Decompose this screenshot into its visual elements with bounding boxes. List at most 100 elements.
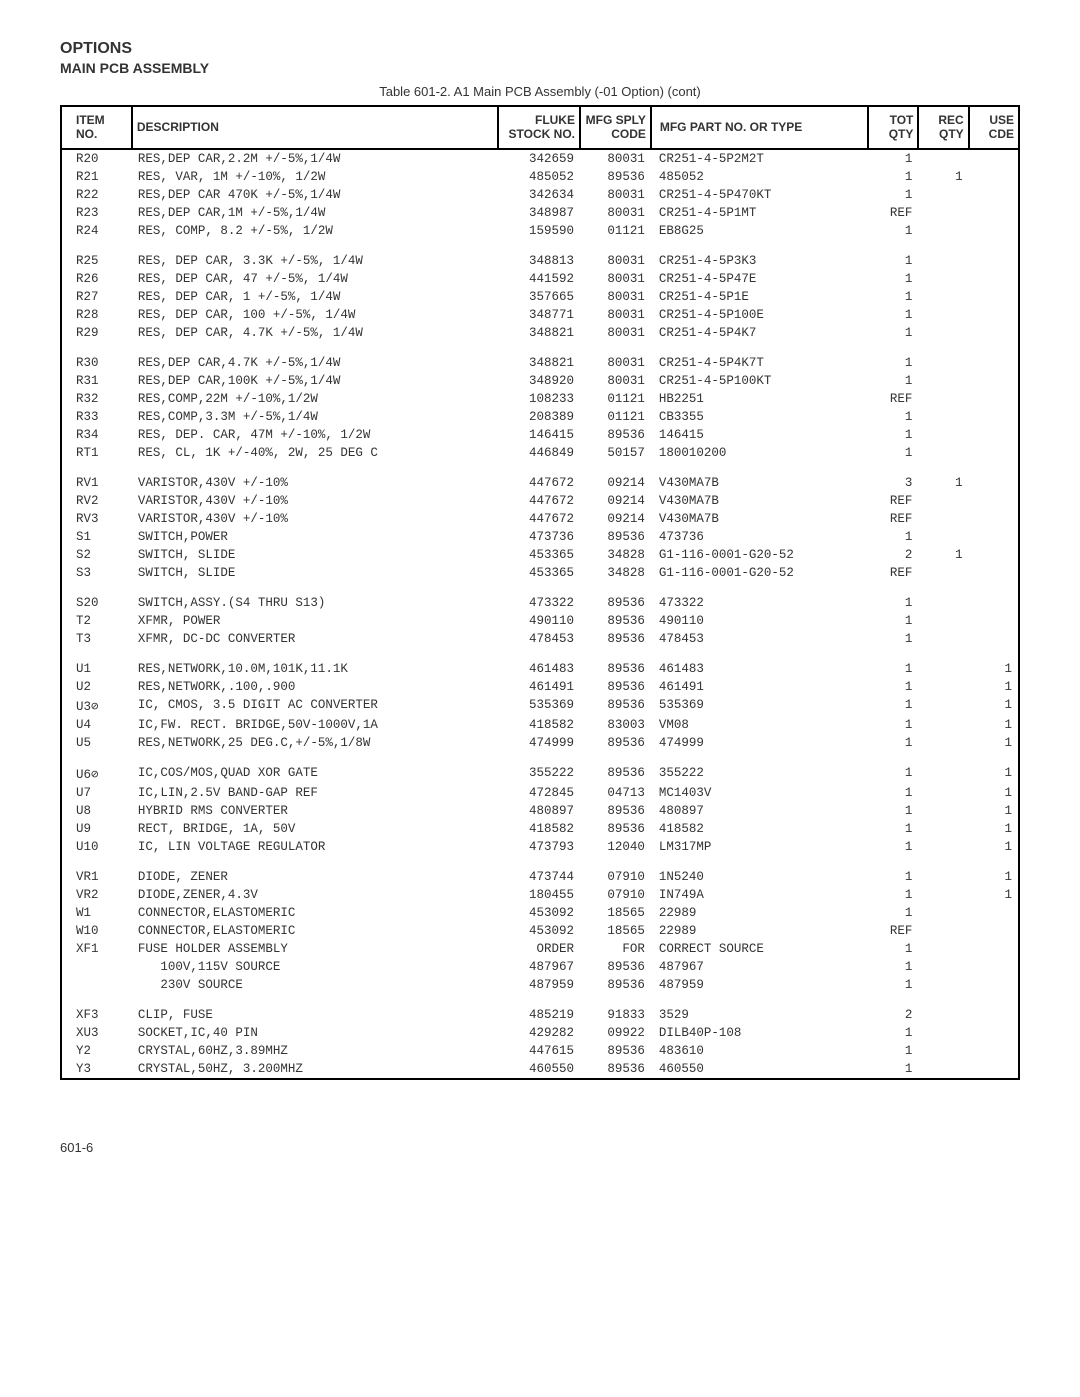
table-cell xyxy=(918,354,968,372)
table-cell: R28 xyxy=(61,306,132,324)
table-cell: 1 xyxy=(868,802,918,820)
table-cell: 453365 xyxy=(498,546,580,564)
col-item: ITEM NO. xyxy=(61,106,132,149)
table-cell: 447672 xyxy=(498,492,580,510)
parts-table: ITEM NO. DESCRIPTION FLUKE STOCK NO. MFG… xyxy=(60,105,1020,1080)
table-cell: 22989 xyxy=(651,904,868,922)
table-cell: 1 xyxy=(868,288,918,306)
table-cell xyxy=(969,510,1019,528)
table-cell: VARISTOR,430V +/-10% xyxy=(132,492,498,510)
table-cell: 09214 xyxy=(580,474,651,492)
table-cell: Y2 xyxy=(61,1042,132,1060)
table-cell: S1 xyxy=(61,528,132,546)
table-row: R25RES, DEP CAR, 3.3K +/-5%, 1/4W3488138… xyxy=(61,252,1019,270)
table-cell: R27 xyxy=(61,288,132,306)
table-cell: G1-116-0001-G20-52 xyxy=(651,546,868,564)
table-cell xyxy=(969,204,1019,222)
table-cell: RES, DEP CAR, 1 +/-5%, 1/4W xyxy=(132,288,498,306)
table-cell: 80031 xyxy=(580,288,651,306)
table-cell: 180455 xyxy=(498,886,580,904)
table-cell: 348920 xyxy=(498,372,580,390)
table-cell xyxy=(918,868,968,886)
table-cell: 480897 xyxy=(498,802,580,820)
table-cell: 461491 xyxy=(498,678,580,696)
table-cell: 1 xyxy=(868,528,918,546)
table-cell: RES,NETWORK,10.0M,101K,11.1K xyxy=(132,660,498,678)
table-cell: 208389 xyxy=(498,408,580,426)
table-cell: 485219 xyxy=(498,1006,580,1024)
table-cell: 1 xyxy=(969,802,1019,820)
table-cell: RT1 xyxy=(61,444,132,462)
table-row: U9RECT, BRIDGE, 1A, 50V41858289536418582… xyxy=(61,820,1019,838)
table-cell xyxy=(969,630,1019,648)
table-cell xyxy=(918,1042,968,1060)
table-cell: 418582 xyxy=(651,820,868,838)
table-cell: RES, DEP. CAR, 47M +/-10%, 1/2W xyxy=(132,426,498,444)
table-cell: RES,COMP,3.3M +/-5%,1/4W xyxy=(132,408,498,426)
table-cell: 1 xyxy=(868,168,918,186)
table-row: W1CONNECTOR,ELASTOMERIC45309218565229891 xyxy=(61,904,1019,922)
table-cell: 80031 xyxy=(580,204,651,222)
table-cell: 478453 xyxy=(651,630,868,648)
table-cell xyxy=(918,802,968,820)
col-tot: TOT QTY xyxy=(868,106,918,149)
table-cell: RECT, BRIDGE, 1A, 50V xyxy=(132,820,498,838)
table-cell xyxy=(918,149,968,168)
table-row: S20SWITCH,ASSY.(S4 THRU S13)473322895364… xyxy=(61,594,1019,612)
table-cell: R22 xyxy=(61,186,132,204)
table-cell: 461483 xyxy=(651,660,868,678)
table-row: U5RES,NETWORK,25 DEG.C,+/-5%,1/8W4749998… xyxy=(61,734,1019,752)
table-cell xyxy=(918,510,968,528)
table-cell xyxy=(918,252,968,270)
table-cell: R24 xyxy=(61,222,132,240)
table-row: XU3SOCKET,IC,40 PIN42928209922DILB40P-10… xyxy=(61,1024,1019,1042)
table-cell: CR251-4-5P100KT xyxy=(651,372,868,390)
table-cell: CB3355 xyxy=(651,408,868,426)
table-cell: 1 xyxy=(868,958,918,976)
table-cell xyxy=(918,976,968,994)
table-cell: CLIP, FUSE xyxy=(132,1006,498,1024)
table-cell: 1 xyxy=(868,868,918,886)
table-cell: 230V SOURCE xyxy=(132,976,498,994)
table-cell: 1 xyxy=(868,764,918,784)
table-cell: IC, LIN VOLTAGE REGULATOR xyxy=(132,838,498,856)
table-cell: R26 xyxy=(61,270,132,288)
table-cell: CR251-4-5P1E xyxy=(651,288,868,306)
table-cell: 1 xyxy=(868,270,918,288)
table-cell xyxy=(969,976,1019,994)
table-cell: 453092 xyxy=(498,904,580,922)
table-cell: R33 xyxy=(61,408,132,426)
table-cell: 50157 xyxy=(580,444,651,462)
table-cell: 80031 xyxy=(580,354,651,372)
table-cell: 89536 xyxy=(580,426,651,444)
table-cell: 01121 xyxy=(580,390,651,408)
table-row: R23RES,DEP CAR,1M +/-5%,1/4W34898780031C… xyxy=(61,204,1019,222)
table-cell: SWITCH,POWER xyxy=(132,528,498,546)
table-cell: 1 xyxy=(969,868,1019,886)
table-cell: REF xyxy=(868,492,918,510)
table-cell: IN749A xyxy=(651,886,868,904)
table-cell: 89536 xyxy=(580,612,651,630)
table-cell: 89536 xyxy=(580,630,651,648)
table-cell: 1 xyxy=(868,716,918,734)
table-cell: CR251-4-5P100E xyxy=(651,306,868,324)
table-cell: 348987 xyxy=(498,204,580,222)
table-cell xyxy=(918,372,968,390)
table-cell: 535369 xyxy=(651,696,868,716)
table-cell xyxy=(918,186,968,204)
table-cell: DIODE, ZENER xyxy=(132,868,498,886)
table-cell: CR251-4-5P2M2T xyxy=(651,149,868,168)
table-cell: 473736 xyxy=(651,528,868,546)
table-cell: 1 xyxy=(868,1024,918,1042)
table-cell xyxy=(969,372,1019,390)
table-cell: 80031 xyxy=(580,372,651,390)
table-cell: 89536 xyxy=(580,528,651,546)
table-cell: CR251-4-5P47E xyxy=(651,270,868,288)
table-cell xyxy=(918,940,968,958)
table-cell xyxy=(969,149,1019,168)
table-row: U6⊘IC,COS/MOS,QUAD XOR GATE3552228953635… xyxy=(61,764,1019,784)
table-cell: W10 xyxy=(61,922,132,940)
table-cell xyxy=(918,390,968,408)
table-header: ITEM NO. DESCRIPTION FLUKE STOCK NO. MFG… xyxy=(61,106,1019,149)
table-row: R28RES, DEP CAR, 100 +/-5%, 1/4W34877180… xyxy=(61,306,1019,324)
